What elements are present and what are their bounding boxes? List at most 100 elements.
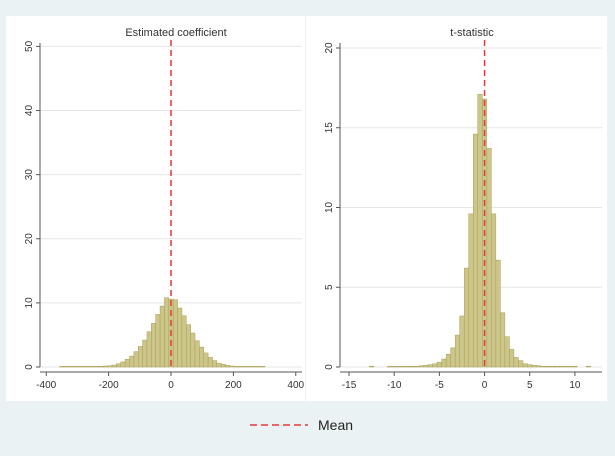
histogram-bar — [567, 365, 573, 368]
y-tick-label: 20 — [24, 233, 35, 245]
histogram-bar — [441, 358, 447, 368]
x-tick-label: -200 — [99, 380, 119, 391]
y-tick-label: 10 — [24, 297, 35, 309]
histogram-bar — [518, 360, 524, 368]
histogram-bar — [247, 366, 253, 368]
y-tick-label: 30 — [24, 169, 35, 181]
histogram-bar — [63, 366, 69, 368]
chart-title: t-statistic — [450, 27, 494, 39]
histogram-bar — [432, 363, 438, 368]
histogram-bar — [405, 365, 411, 368]
x-tick-label: 200 — [225, 380, 242, 391]
histogram-bar — [463, 267, 469, 368]
histogram-bar — [369, 365, 375, 368]
histogram-bar — [186, 324, 191, 368]
histogram-bar — [423, 365, 429, 368]
y-tick-label: 40 — [24, 105, 35, 117]
x-tick-label: 5 — [527, 380, 533, 391]
histogram-bar — [72, 366, 78, 368]
histogram-bar — [522, 363, 528, 368]
histogram-bar — [400, 365, 406, 368]
histogram-bar — [76, 366, 82, 368]
legend-mean-label: Mean — [318, 417, 353, 433]
y-tick-label: 50 — [24, 40, 35, 52]
y-tick-label: 10 — [324, 201, 335, 213]
histogram-bar — [391, 365, 397, 368]
histogram-bar — [486, 148, 492, 368]
histogram-bar — [549, 365, 555, 368]
x-tick-label: -10 — [387, 380, 402, 391]
histogram-bar — [59, 366, 65, 368]
x-tick-label: 0 — [482, 380, 488, 391]
x-tick-label: -15 — [342, 380, 357, 391]
histogram-bar — [527, 364, 533, 368]
histogram-bar — [387, 365, 393, 368]
histogram-bar — [509, 349, 515, 368]
histogram-bar — [473, 133, 479, 368]
y-tick-label: 15 — [324, 122, 335, 134]
histogram-bar — [427, 364, 433, 368]
histogram-bar — [491, 213, 497, 368]
histogram-bar — [190, 332, 196, 368]
histogram-bar — [234, 366, 239, 368]
histogram-bar — [418, 365, 424, 368]
histogram-bar — [500, 312, 506, 368]
histogram-bar — [409, 365, 415, 368]
histogram-bar — [242, 366, 248, 368]
histogram-bar — [164, 297, 170, 368]
histogram-bar — [207, 357, 213, 368]
histogram-bar — [81, 366, 87, 368]
x-tick-label: 400 — [287, 380, 304, 391]
histogram-bar — [120, 361, 126, 368]
histogram-bar — [477, 93, 483, 368]
histogram-bar — [94, 366, 100, 368]
chart-estimated-coefficient: 0 10 20 30 40 50 -400 -200 0 200 400 Estimated coe… — [24, 27, 305, 391]
histogram-bar — [146, 331, 152, 368]
histogram-bar — [459, 315, 465, 368]
histogram-bar — [177, 307, 183, 368]
histogram-bar — [450, 347, 456, 368]
histogram-bar — [563, 365, 569, 368]
histogram-bar — [445, 353, 451, 368]
histogram-bar — [129, 355, 135, 368]
histogram-bar — [194, 340, 200, 368]
histogram-bar — [536, 365, 542, 368]
histogram-bar — [260, 366, 266, 368]
histogram-bar — [107, 365, 113, 368]
histogram-bar — [68, 366, 73, 368]
histogram-bar — [572, 365, 578, 368]
histogram-bar — [229, 365, 235, 368]
legend: Mean — [250, 417, 353, 433]
histogram-bar — [85, 366, 91, 368]
histogram-bar — [531, 365, 537, 368]
histogram-bar — [216, 362, 222, 368]
histogram-bar — [212, 360, 218, 368]
histogram-bar — [396, 365, 402, 368]
histogram-bar — [133, 351, 139, 368]
histogram-bar — [454, 334, 460, 368]
histogram-bar — [585, 365, 591, 368]
histogram-bar — [251, 366, 257, 368]
x-tick-label: -400 — [36, 380, 56, 391]
histogram-bar — [155, 314, 161, 368]
x-tick-label: -5 — [435, 380, 444, 391]
histogram-bar — [554, 365, 560, 368]
chart-t-statistic: 0 5 10 15 20 -15 -10 -5 0 5 10 t-statistic — [324, 27, 602, 391]
histogram-bar — [504, 336, 510, 368]
histogram-bar — [468, 213, 474, 368]
histogram-bar — [124, 359, 130, 368]
histogram-bar — [116, 363, 122, 368]
histogram-bar — [111, 364, 117, 368]
histogram-bar — [225, 365, 231, 368]
histogram-bar — [98, 366, 104, 368]
chart-title: Estimated coefficient — [125, 27, 226, 39]
histogram-bar — [255, 366, 261, 368]
x-tick-label: 0 — [168, 380, 174, 391]
histogram-bar — [495, 259, 501, 368]
histogram-bar — [238, 366, 244, 368]
histogram-bar — [558, 365, 564, 368]
histogram-bar — [545, 365, 551, 368]
x-tick-label: 10 — [569, 380, 581, 391]
